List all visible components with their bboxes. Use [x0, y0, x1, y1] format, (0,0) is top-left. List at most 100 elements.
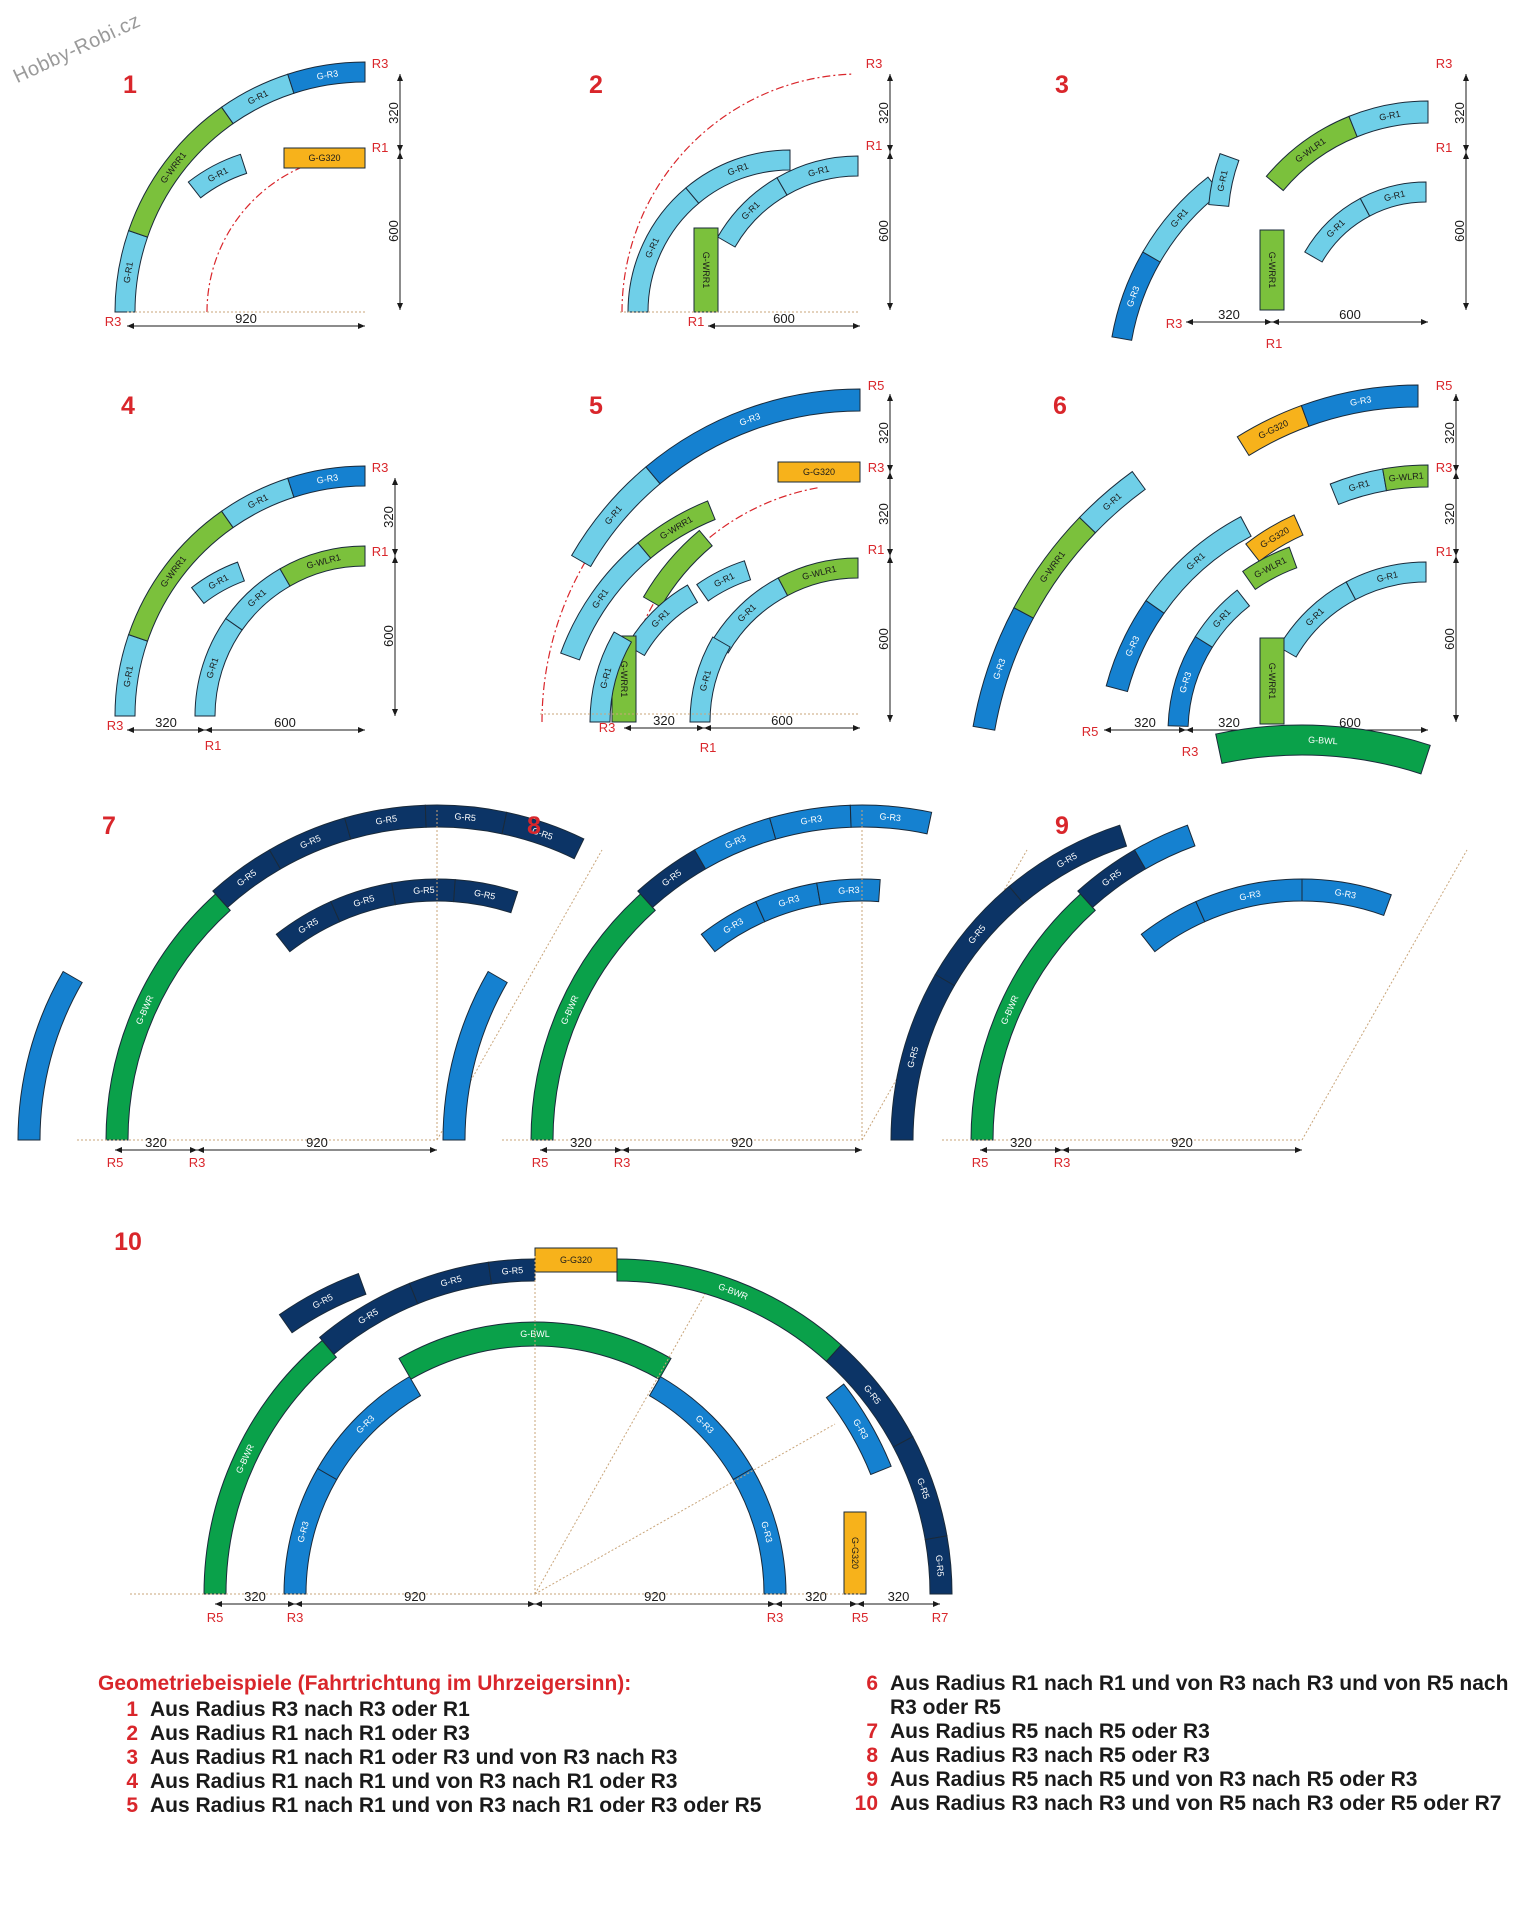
- track-segment: [283, 147, 366, 169]
- track-segment: [453, 879, 519, 914]
- legend-number: 2: [126, 1722, 138, 1745]
- track-label: G-WRR1: [619, 661, 629, 698]
- radius-label: R5: [107, 1155, 124, 1170]
- radius-label: R5: [1082, 724, 1099, 739]
- legend-text: Aus Radius R1 nach R1 und von R3 nach R3…: [890, 1672, 1509, 1719]
- dimension-value: 600: [773, 311, 795, 326]
- dimension-value: 320: [386, 102, 401, 124]
- diagram-number: 5: [589, 392, 603, 420]
- diagram-3: 3G-R3G-R1G-WLR1G-R1G-R1G-R1G-WRR1G-R1R3R…: [1055, 56, 1469, 351]
- radius-label: R1: [205, 738, 222, 753]
- legend-number: 4: [126, 1770, 138, 1793]
- track-segment: [1382, 464, 1429, 492]
- track-segment: [689, 636, 731, 723]
- diagram-number: 9: [1055, 812, 1069, 840]
- track-label: G-R3: [1238, 888, 1261, 902]
- track-segment: [1008, 824, 1128, 904]
- dimension-value: 600: [1339, 715, 1361, 730]
- track-segment: [1345, 561, 1427, 601]
- diagram-number: 8: [527, 812, 541, 840]
- track-segment: [1348, 100, 1429, 138]
- radius-label: R3: [372, 56, 389, 71]
- legend-text: Aus Radius R1 nach R1 oder R3 und von R3…: [150, 1746, 678, 1769]
- radius-label: R3: [107, 718, 124, 733]
- track-segment: [1242, 546, 1298, 591]
- radius-label: R3: [1436, 460, 1453, 475]
- track-segment: [105, 893, 231, 1141]
- legend-number: 6: [866, 1672, 878, 1695]
- track-segment: [278, 1272, 367, 1334]
- track-segment: [816, 878, 881, 906]
- track-label: G-R3: [1334, 887, 1357, 901]
- dimension-value: 320: [244, 1589, 266, 1604]
- track-segment: [398, 1321, 672, 1380]
- dimension-value: 320: [145, 1135, 167, 1150]
- dimension-value: 320: [876, 102, 891, 124]
- dimension-value: 920: [306, 1135, 328, 1150]
- diagram-4: 4G-R1G-WRR1G-R1G-R3G-R1G-R1G-R1G-WLR1R3R…: [107, 392, 398, 753]
- track-segment: [1133, 824, 1196, 870]
- track-label: G-R5: [934, 1555, 946, 1577]
- legend-text: Aus Radius R1 nach R1 und von R3 nach R1…: [150, 1770, 678, 1793]
- dimension-value: 920: [1171, 1135, 1193, 1150]
- track-segment: [685, 149, 791, 204]
- dimension-value: 600: [274, 715, 296, 730]
- track-label: G-G320: [308, 153, 340, 163]
- legend-item: 4 Aus Radius R1 nach R1 und von R3 nach R…: [98, 1770, 778, 1794]
- track-segment: [825, 1383, 892, 1476]
- track-label: G-WRR1: [701, 252, 711, 289]
- track-segment: [1215, 724, 1431, 775]
- legend-item: 1 Aus Radius R3 nach R3 oder R1: [98, 1698, 778, 1722]
- dimension-value: 600: [876, 628, 891, 650]
- track-segment: [190, 561, 246, 605]
- diagram-number: 4: [121, 392, 135, 420]
- guide-arc: [541, 405, 827, 723]
- track-label: G-R5: [501, 1265, 523, 1276]
- legend-text: Aus Radius R1 nach R1 und von R3 nach R1…: [150, 1794, 762, 1817]
- legend-item: 2 Aus Radius R1 nach R1 oder R3: [98, 1722, 778, 1746]
- track-segment: [1301, 878, 1392, 917]
- track-segment: [849, 804, 933, 835]
- dimension-value: 600: [1442, 628, 1457, 650]
- dimension-value: 320: [1218, 307, 1240, 322]
- track-label: G-WRR1: [1267, 663, 1277, 700]
- legend-item: 3 Aus Radius R1 nach R1 oder R3 und von R…: [98, 1746, 778, 1770]
- track-segment: [924, 1535, 953, 1595]
- radius-label: R3: [1054, 1155, 1071, 1170]
- track-label: G-R1: [1378, 109, 1401, 123]
- diagram-number: 1: [123, 71, 137, 99]
- guide-line: [534, 1423, 836, 1595]
- track-segment: [645, 388, 861, 485]
- dimension-value: 600: [1339, 307, 1361, 322]
- track-segment: [1145, 516, 1252, 614]
- guide-arc: [621, 73, 852, 313]
- legend-text: Aus Radius R3 nach R3 oder R1: [150, 1698, 470, 1721]
- track-label: G-R3: [879, 811, 901, 823]
- track-segment: [648, 1375, 754, 1481]
- diagram-number: 10: [114, 1228, 142, 1256]
- track-label: G-R3: [1349, 394, 1372, 408]
- legend-column-right: 6 Aus Radius R1 nach R1 und von R3 nach R…: [838, 1672, 1518, 1816]
- track-segment: [616, 1258, 842, 1363]
- dimension-value: 600: [876, 220, 891, 242]
- radius-label: R3: [287, 1610, 304, 1625]
- dimension-value: 320: [1442, 422, 1457, 444]
- legend-text: Aus Radius R3 nach R5 oder R3: [890, 1744, 1210, 1767]
- legend-number: 10: [854, 1792, 878, 1815]
- track-label: G-R3: [316, 472, 339, 485]
- radius-label: R5: [852, 1610, 869, 1625]
- radius-label: R1: [700, 740, 717, 755]
- track-segment: [1194, 589, 1251, 648]
- dimension-value: 320: [1452, 102, 1467, 124]
- track-segment: [442, 970, 508, 1141]
- radius-label: R1: [688, 314, 705, 329]
- dimension-value: 920: [404, 1589, 426, 1604]
- dimension-value: 320: [381, 506, 396, 528]
- diagram-number: 3: [1055, 71, 1069, 99]
- legend-column-left: Geometriebeispiele (Fahrtrichtung im Uhr…: [98, 1672, 778, 1818]
- track-segment: [316, 1375, 422, 1481]
- dimension-value: 600: [386, 220, 401, 242]
- track-segment: [776, 155, 859, 196]
